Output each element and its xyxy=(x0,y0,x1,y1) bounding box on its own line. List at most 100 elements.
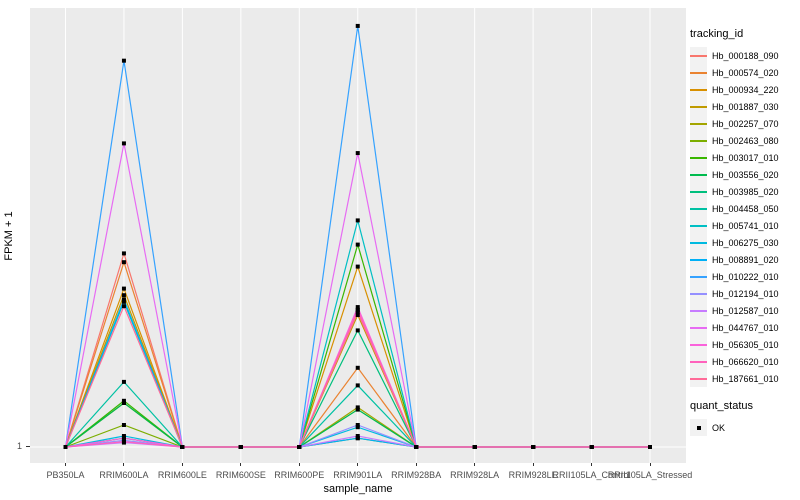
legend-key-line-swatch xyxy=(690,268,707,285)
legend-key-line-swatch xyxy=(690,149,707,166)
legend-item-label: Hb_056305_010 xyxy=(712,339,779,350)
legend-line-icon xyxy=(690,343,707,346)
legend-line-icon xyxy=(690,292,707,295)
legend-title-quant-status: quant_status xyxy=(690,400,753,412)
legend-key-line-swatch xyxy=(690,217,707,234)
legend-item: Hb_002463_080 xyxy=(690,132,800,149)
legend-item-label: Hb_008891_020 xyxy=(712,254,779,265)
legend-item: Hb_002257_070 xyxy=(690,115,800,132)
legend-item-label: Hb_003017_010 xyxy=(712,152,779,163)
x-tick-label: RRIM928LE xyxy=(508,470,558,480)
legend-line-icon xyxy=(690,54,707,57)
legend-key-line-swatch xyxy=(690,64,707,81)
legend-key-line-swatch xyxy=(690,98,707,115)
x-tick-label: RRIM928BA xyxy=(391,470,442,480)
legend-key-line-swatch xyxy=(690,47,707,64)
legend-item-label: Hb_010222_010 xyxy=(712,271,779,282)
legend-item-label: Hb_003985_020 xyxy=(712,186,779,197)
x-tick-mark xyxy=(240,463,242,466)
legend-key-line-swatch xyxy=(690,115,707,132)
legend-key-line-swatch xyxy=(690,353,707,370)
legend-key-line-swatch xyxy=(690,132,707,149)
legend-quant-item: OK xyxy=(690,419,800,436)
legend-key-line-swatch xyxy=(690,336,707,353)
legend-line-icon xyxy=(690,224,707,227)
legend-item-label: Hb_000188_090 xyxy=(712,50,779,61)
legend-item: Hb_066620_010 xyxy=(690,353,800,370)
legend-item: Hb_006275_030 xyxy=(690,234,800,251)
legend-item: Hb_010222_010 xyxy=(690,268,800,285)
legend-line-icon xyxy=(690,105,707,108)
legend-item: Hb_012587_010 xyxy=(690,302,800,319)
x-tick-label: RRII105LA_Stressed xyxy=(607,470,693,480)
legend-key-line-swatch xyxy=(690,166,707,183)
legend-line-icon xyxy=(690,309,707,312)
x-tick-label: RRIM600SE xyxy=(215,470,266,480)
legend-item: Hb_056305_010 xyxy=(690,336,800,353)
legend: tracking_id Hb_000188_090 Hb_000574_020 Hb… xyxy=(690,28,800,436)
legend-item: Hb_000574_020 xyxy=(690,64,800,81)
legend-key-line-swatch xyxy=(690,200,707,217)
legend-line-icon xyxy=(690,326,707,329)
x-tick-label: RRIM600LA xyxy=(99,470,149,480)
x-tick-mark xyxy=(591,463,593,466)
legend-line-icon xyxy=(690,122,707,125)
legend-quant-label: OK xyxy=(712,422,726,433)
legend-item: Hb_000188_090 xyxy=(690,47,800,64)
legend-line-icon xyxy=(690,377,707,380)
x-tick-label: RRII105LA_Control xyxy=(552,470,631,480)
plot-area xyxy=(30,8,686,463)
legend-tracking-items: Hb_000188_090 Hb_000574_020 Hb_000934_220 H… xyxy=(690,47,800,387)
legend-key-line-swatch xyxy=(690,183,707,200)
legend-item-label: Hb_001887_030 xyxy=(712,101,779,112)
legend-line-icon xyxy=(690,156,707,159)
x-tick-label: PB350LA xyxy=(46,470,85,480)
legend-item: Hb_001887_030 xyxy=(690,98,800,115)
legend-line-icon xyxy=(690,71,707,74)
legend-item-label: Hb_004458_050 xyxy=(712,203,779,214)
x-tick-mark xyxy=(415,463,417,466)
legend-item: Hb_004458_050 xyxy=(690,200,800,217)
legend-line-icon xyxy=(690,275,707,278)
legend-item-label: Hb_003556_020 xyxy=(712,169,779,180)
legend-item-label: Hb_012587_010 xyxy=(712,305,779,316)
x-tick-label: RRIM928LA xyxy=(450,470,500,480)
legend-item-label: Hb_002257_070 xyxy=(712,118,779,129)
legend-item: Hb_003985_020 xyxy=(690,183,800,200)
legend-key-line-swatch xyxy=(690,370,707,387)
legend-item-label: Hb_002463_080 xyxy=(712,135,779,146)
legend-item: Hb_044767_010 xyxy=(690,319,800,336)
x-tick-label: RRIM600LE xyxy=(157,470,207,480)
legend-line-icon xyxy=(690,360,707,363)
legend-key-line-swatch xyxy=(690,234,707,251)
legend-item: Hb_000934_220 xyxy=(690,81,800,98)
y-axis-title: FPKM + 1 xyxy=(3,211,15,261)
x-tick-mark xyxy=(532,463,534,466)
legend-item: Hb_003556_020 xyxy=(690,166,800,183)
legend-item-label: Hb_000574_020 xyxy=(712,67,779,78)
legend-key-line-swatch xyxy=(690,251,707,268)
legend-item-label: Hb_005741_010 xyxy=(712,220,779,231)
legend-line-icon xyxy=(690,173,707,176)
x-tick-label: RRIM600PE xyxy=(274,470,325,480)
x-tick-mark xyxy=(65,463,66,466)
legend-item-label: Hb_006275_030 xyxy=(712,237,779,248)
legend-line-icon xyxy=(690,190,707,193)
legend-key-line-swatch xyxy=(690,319,707,336)
legend-line-icon xyxy=(690,258,707,261)
x-axis-title: sample_name xyxy=(323,483,393,495)
legend-title-tracking-id: tracking_id xyxy=(690,28,744,40)
legend-item: Hb_187661_010 xyxy=(690,370,800,387)
x-tick-mark xyxy=(181,463,183,466)
y-tick-mark xyxy=(26,446,30,447)
legend-point-icon xyxy=(696,425,701,430)
legend-item-label: Hb_066620_010 xyxy=(712,356,779,367)
legend-key-point-swatch xyxy=(690,419,707,436)
legend-line-icon xyxy=(690,207,707,210)
y-tick-label: 1 xyxy=(16,441,22,451)
x-tick-mark xyxy=(357,463,359,466)
legend-item-label: Hb_044767_010 xyxy=(712,322,779,333)
legend-key-line-swatch xyxy=(690,302,707,319)
x-tick-mark xyxy=(474,463,476,466)
